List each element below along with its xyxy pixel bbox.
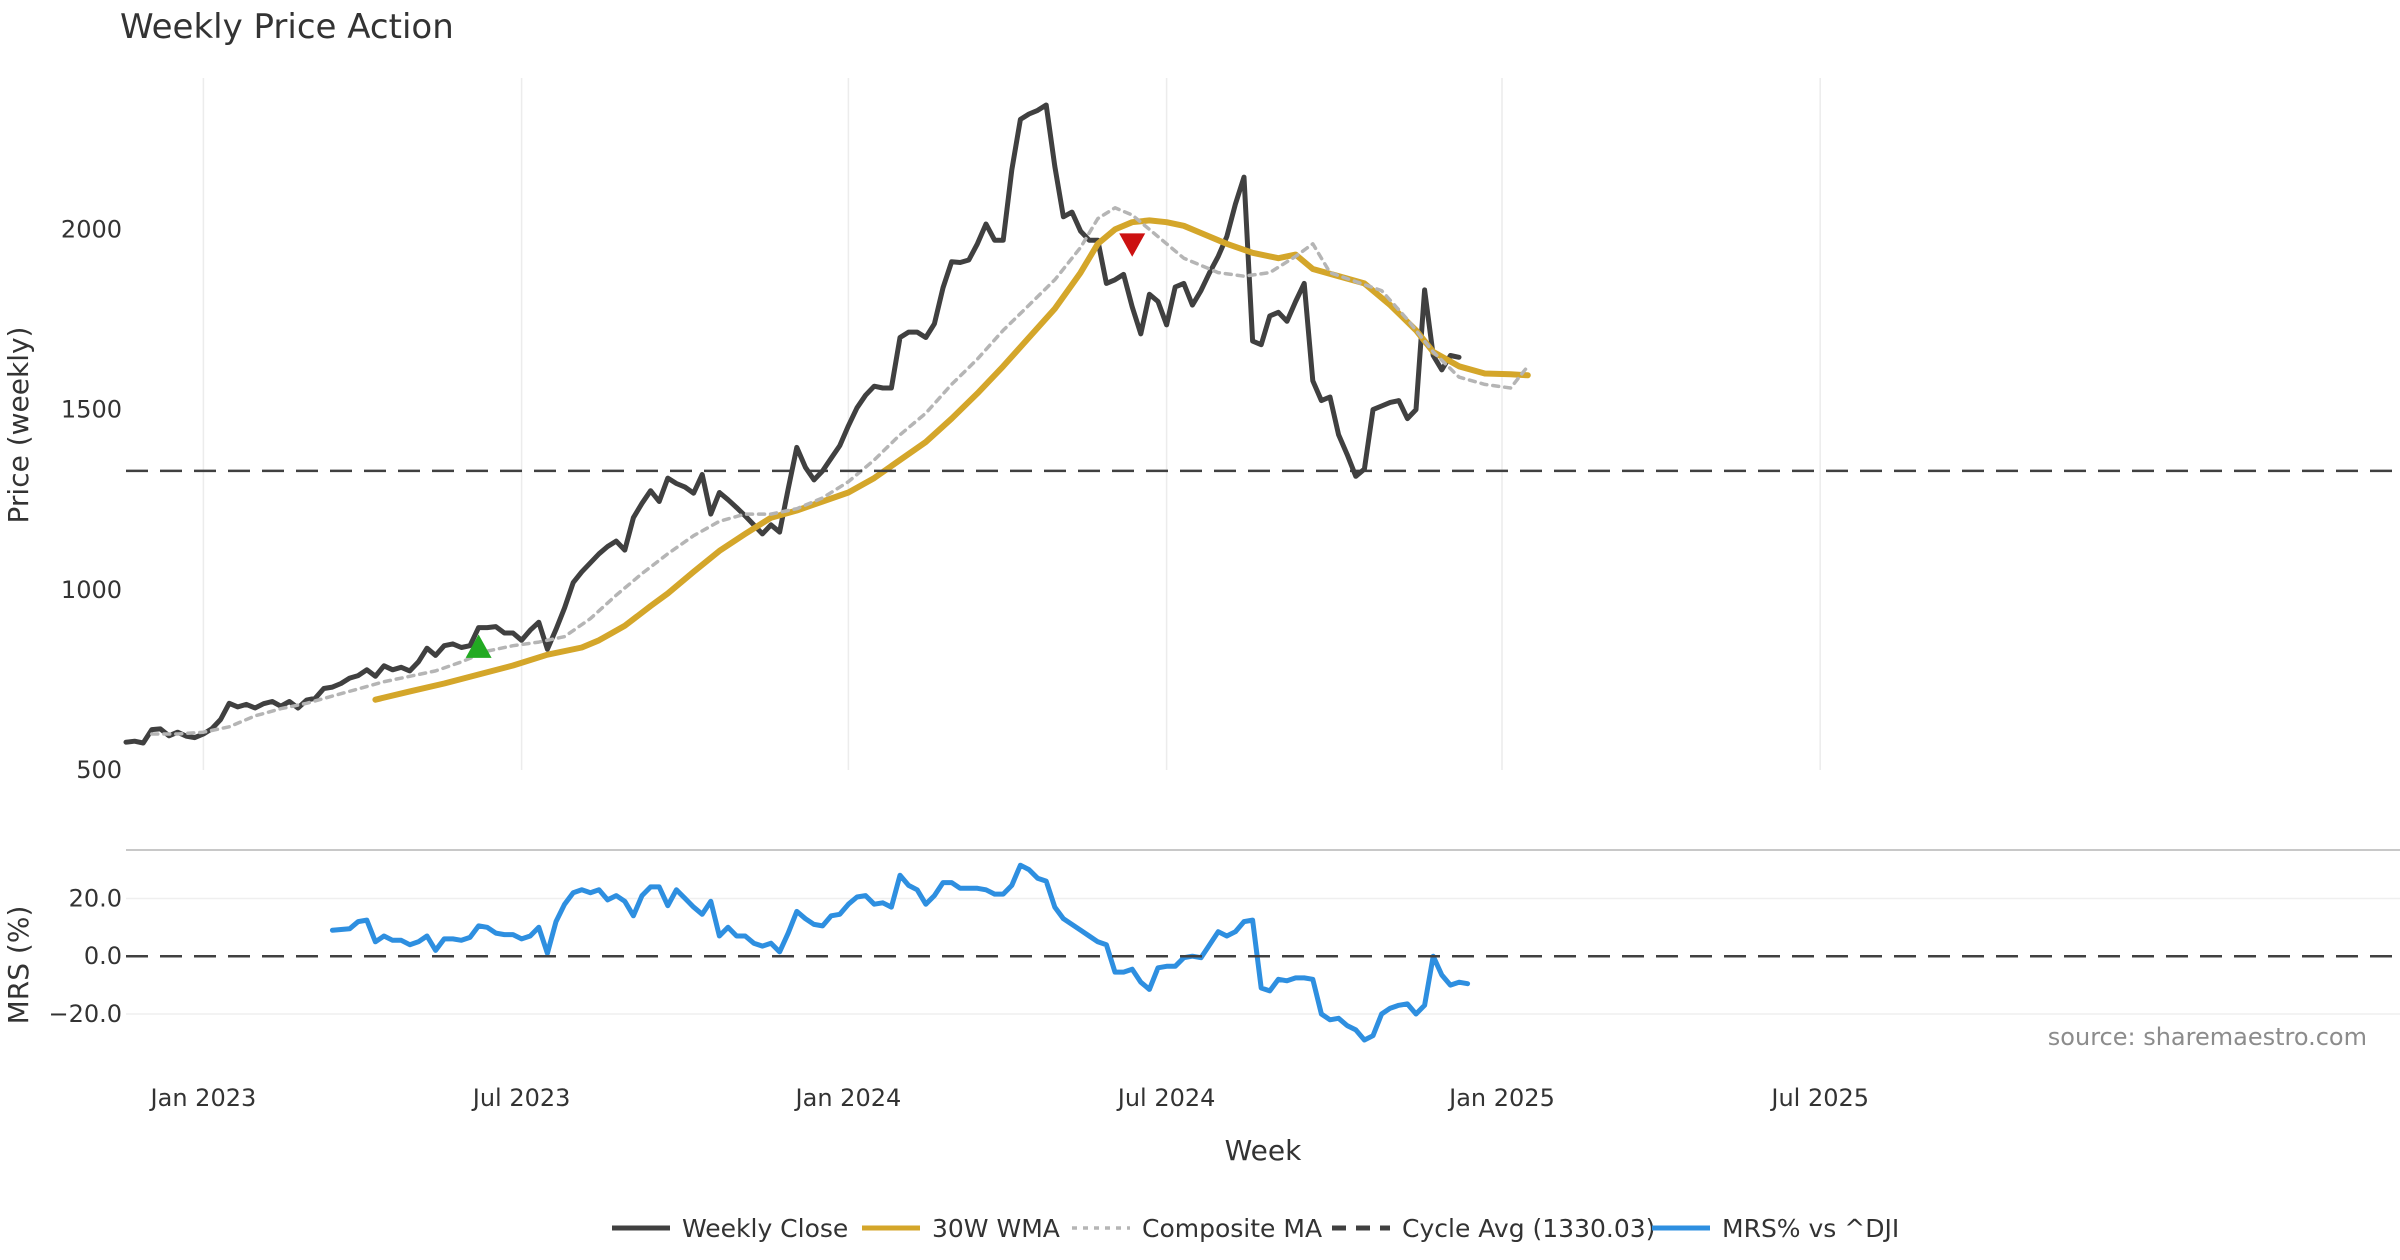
series-30w-wma — [372, 217, 1531, 703]
mrs-y-tick-label: 0.0 — [84, 942, 122, 970]
x-tick-label: Jan 2024 — [794, 1084, 902, 1112]
legend-label-30w-wma: 30W WMA — [932, 1214, 1060, 1243]
source-note: source: sharemaestro.com — [2048, 1023, 2367, 1051]
series-weekly-close — [123, 102, 1462, 746]
x-tick-label: Jan 2025 — [1447, 1084, 1555, 1112]
x-tick-label: Jul 2023 — [471, 1084, 571, 1112]
mrs-y-axis-title: MRS (%) — [2, 906, 35, 1025]
x-tick-label: Jul 2025 — [1769, 1084, 1869, 1112]
x-axis: Jan 2023 Jul 2023 Jan 2024 Jul 2024 Jan 2025… — [149, 1084, 1869, 1112]
legend-label-mrs-vs-dji: MRS% vs ^DJI — [1722, 1214, 1899, 1243]
mrs-panel: −20.0 0.0 20.0 — [48, 849, 2400, 1043]
price-y-tick-label: 2000 — [61, 215, 122, 243]
price-y-tick-label: 1500 — [61, 396, 122, 424]
mrs-y-tick-label: −20.0 — [48, 1000, 122, 1028]
x-tick-label: Jan 2023 — [149, 1084, 257, 1112]
series-mrs-vs-dji — [329, 862, 1471, 1043]
series-composite-ma — [150, 206, 1530, 736]
price-y-axis-title: Price (weekly) — [2, 327, 35, 524]
x-axis-title: Week — [1225, 1134, 1302, 1167]
legend-label-weekly-close: Weekly Close — [682, 1214, 848, 1243]
legend: Weekly Close 30W WMA Composite MA Cycle Avg… — [612, 1214, 1899, 1243]
price-y-tick-label: 500 — [76, 756, 122, 784]
mrs-y-tick-label: 20.0 — [69, 884, 122, 912]
price-panel: 500 1000 1500 2000 — [61, 78, 2400, 784]
x-tick-label: Jul 2024 — [1116, 1084, 1216, 1112]
buy-signal-marker — [465, 634, 492, 658]
price-y-tick-label: 1000 — [61, 576, 122, 604]
sell-signal-marker — [1119, 233, 1146, 257]
legend-label-cycle-avg-1330-03: Cycle Avg (1330.03) — [1402, 1214, 1655, 1243]
chart-title: Weekly Price Action — [120, 7, 454, 47]
legend-label-composite-ma: Composite MA — [1142, 1214, 1322, 1243]
